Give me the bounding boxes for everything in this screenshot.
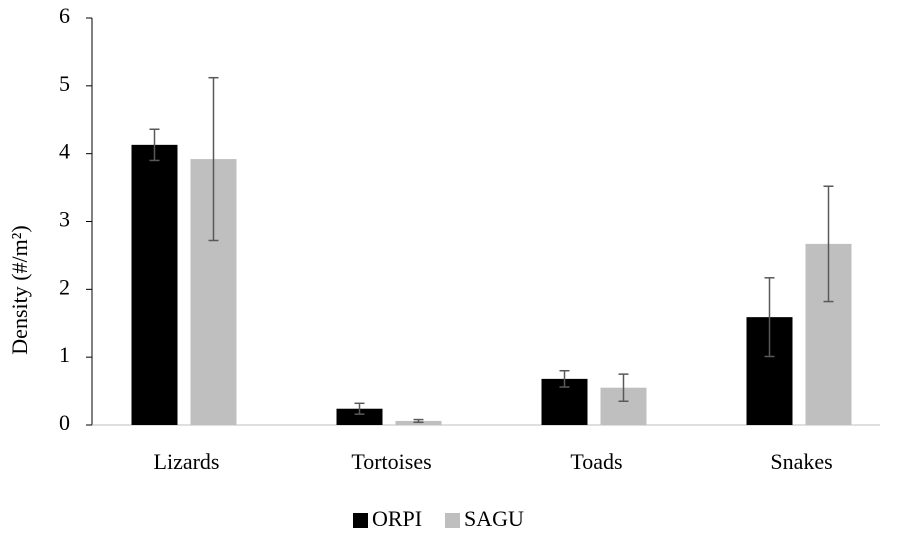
y-tick-label: 4 xyxy=(59,139,70,164)
y-tick-label: 6 xyxy=(59,3,70,28)
legend-label: SAGU xyxy=(464,506,524,531)
y-tick-label: 2 xyxy=(59,274,70,299)
x-tick-label: Snakes xyxy=(770,449,832,474)
x-tick-label: Tortoises xyxy=(351,449,431,474)
y-tick-label: 1 xyxy=(59,342,70,367)
error-bar xyxy=(354,402,365,415)
y-tick-label: 0 xyxy=(59,410,70,435)
legend-swatch xyxy=(445,513,460,528)
y-tick-label: 5 xyxy=(59,71,70,96)
x-tick-label: Lizards xyxy=(154,449,220,474)
bar xyxy=(336,408,383,425)
bar xyxy=(131,144,178,425)
legend-label: ORPI xyxy=(372,506,422,531)
error-bar xyxy=(559,369,570,388)
error-bar xyxy=(208,76,219,242)
error-bar xyxy=(413,418,424,424)
y-axis-label: Density (#/m²) xyxy=(7,225,32,354)
y-tick-label: 3 xyxy=(59,207,70,232)
error-bar xyxy=(618,373,629,403)
error-bar xyxy=(764,277,775,358)
error-bar xyxy=(149,128,160,162)
error-bar xyxy=(823,185,834,303)
x-tick-label: Toads xyxy=(570,449,622,474)
legend-swatch xyxy=(353,513,368,528)
